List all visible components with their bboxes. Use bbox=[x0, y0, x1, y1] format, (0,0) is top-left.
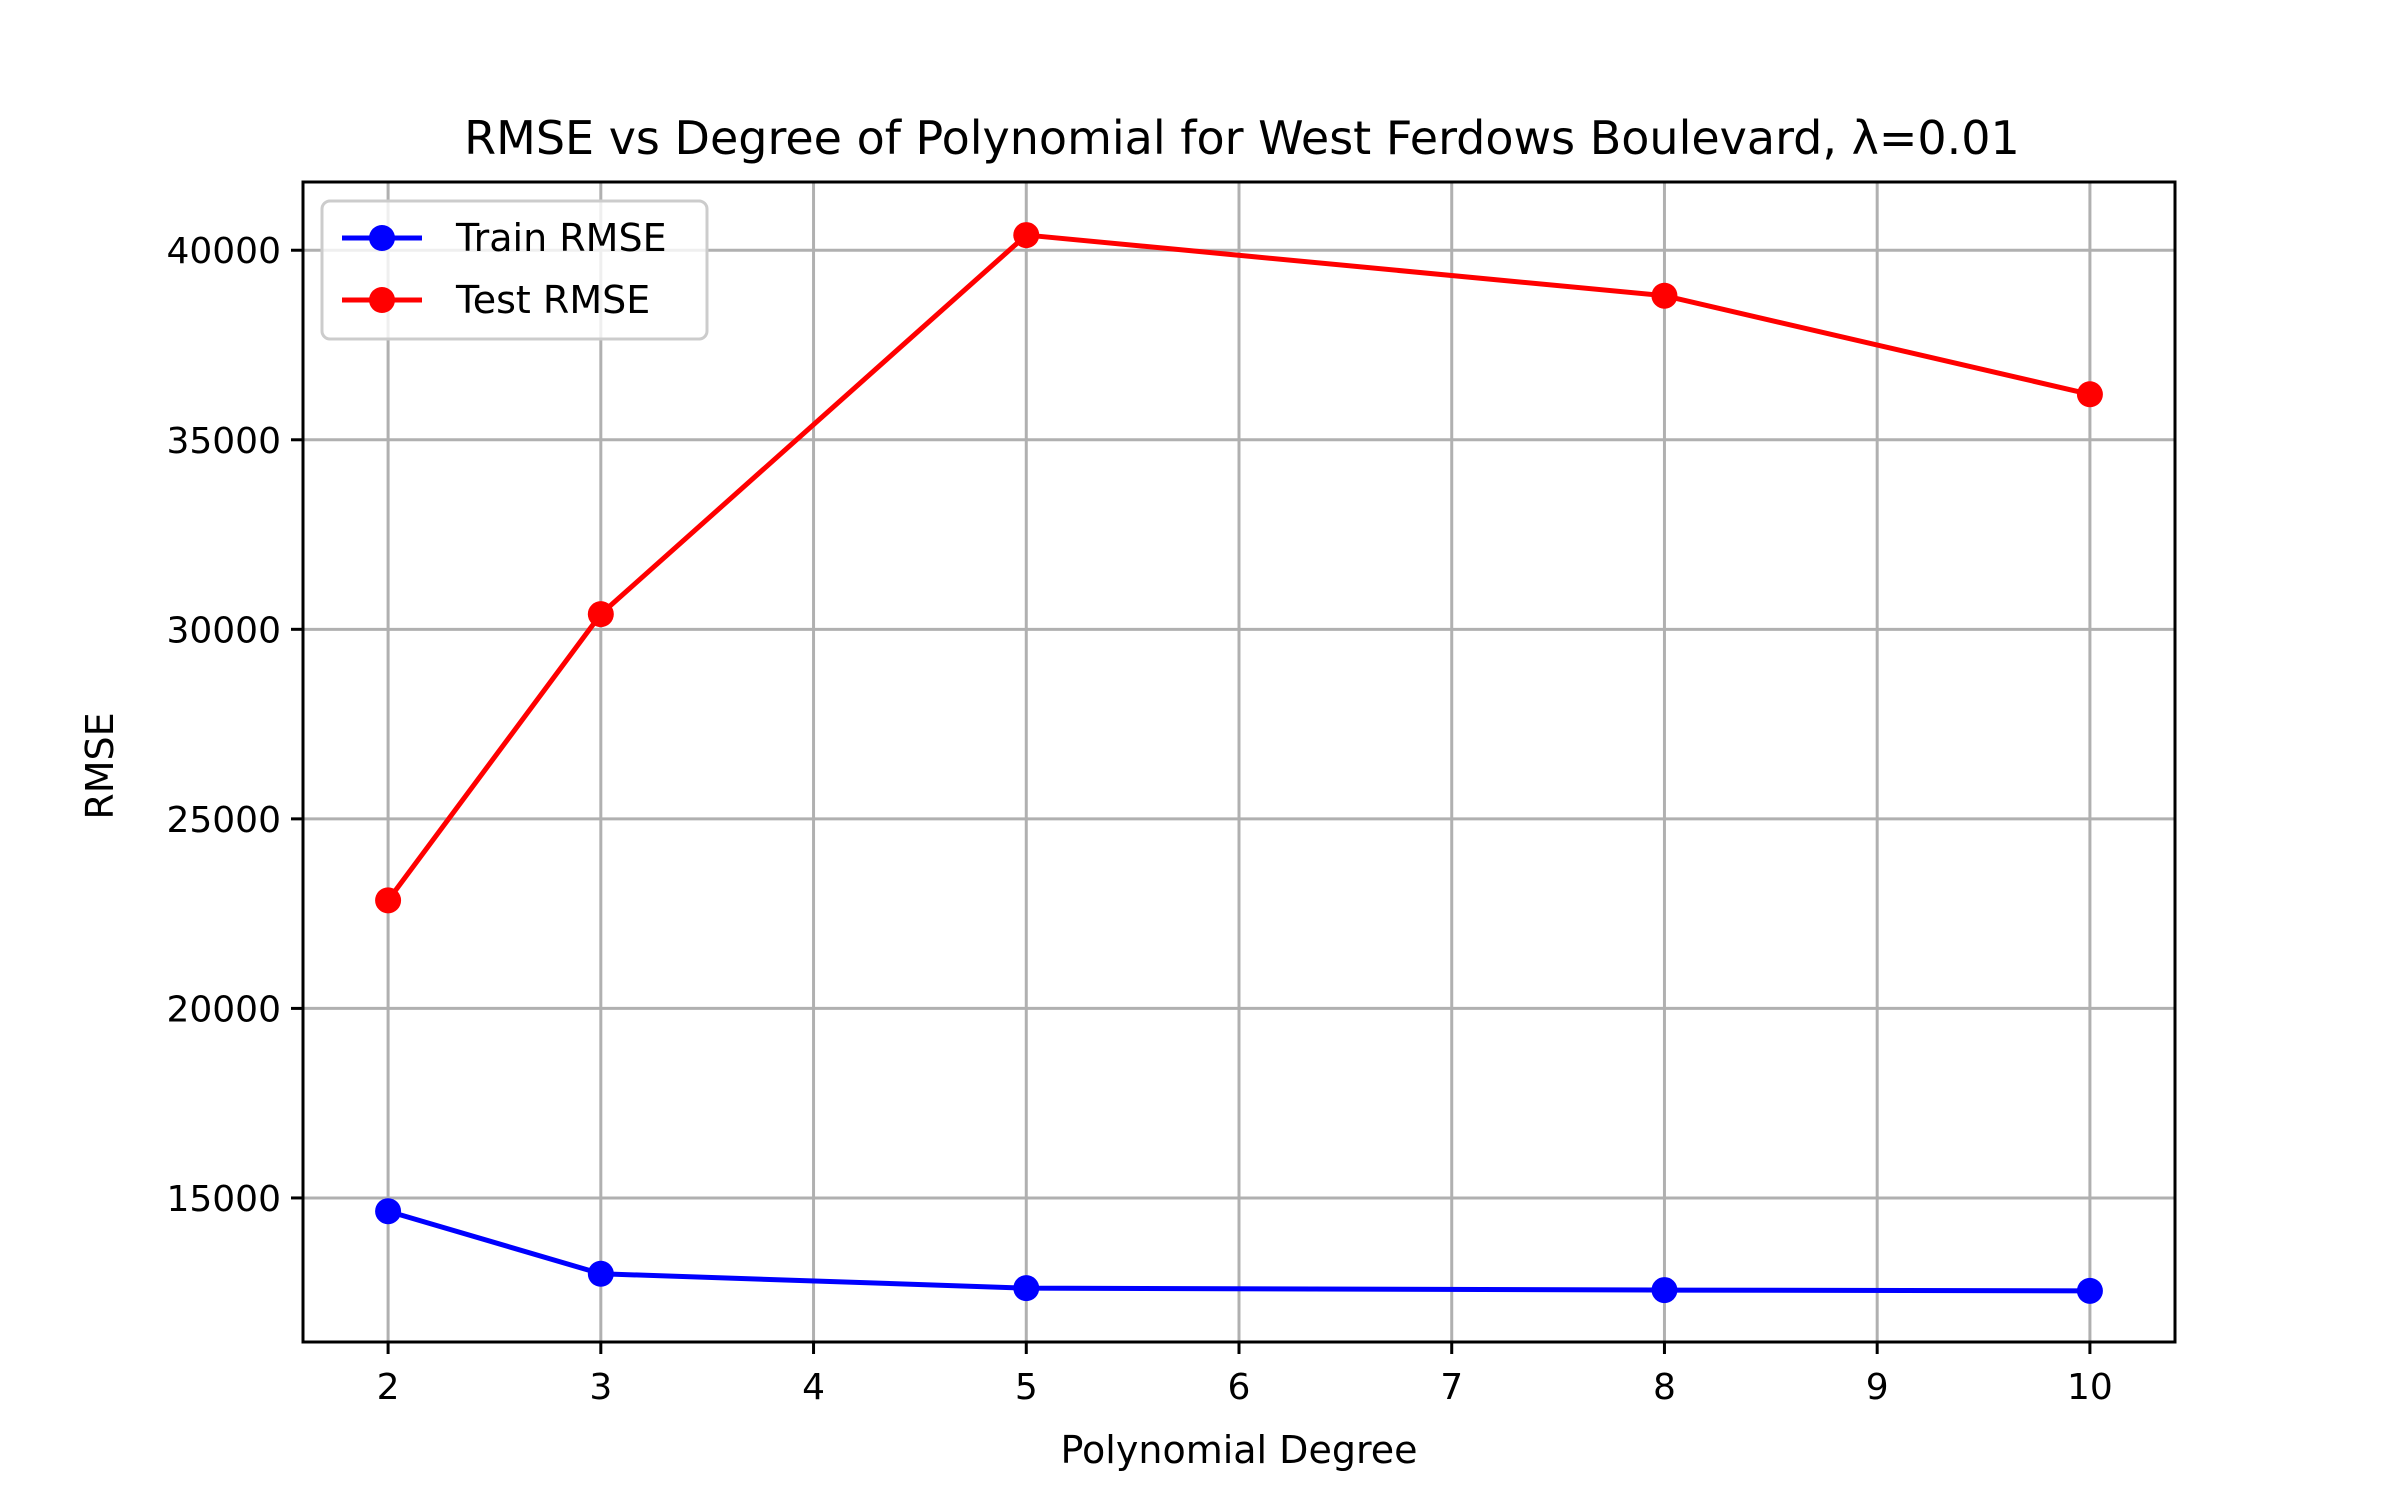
data-point bbox=[1651, 282, 1678, 309]
data-point bbox=[375, 1198, 402, 1225]
x-axis-ticks: 2 3 4 5 6 7 8 9 10 bbox=[377, 1342, 2113, 1408]
data-point bbox=[2076, 1277, 2103, 1304]
x-tick-label: 5 bbox=[1015, 1367, 1038, 1408]
data-point bbox=[1013, 1275, 1040, 1302]
legend-marker bbox=[369, 225, 395, 251]
chart-title: RMSE vs Degree of Polynomial for West Fe… bbox=[464, 111, 2020, 165]
data-point bbox=[1651, 1277, 1678, 1304]
x-axis-label: Polynomial Degree bbox=[1061, 1428, 1418, 1472]
x-tick-label: 10 bbox=[2067, 1367, 2113, 1408]
legend-label: Train RMSE bbox=[455, 216, 667, 260]
series-layer bbox=[375, 222, 2103, 1304]
legend-item: Test RMSE bbox=[342, 278, 650, 322]
series-train-rmse bbox=[375, 1198, 2103, 1304]
y-axis-label: RMSE bbox=[78, 712, 122, 819]
y-axis-ticks: 15000 20000 25000 30000 35000 40000 bbox=[166, 231, 303, 1220]
legend-marker bbox=[369, 287, 395, 313]
y-tick-label: 20000 bbox=[166, 989, 281, 1030]
data-point bbox=[375, 887, 402, 914]
legend: Train RMSE Test RMSE bbox=[320, 199, 709, 341]
series-test-rmse bbox=[375, 222, 2103, 914]
x-tick-label: 6 bbox=[1228, 1367, 1251, 1408]
y-tick-label: 35000 bbox=[166, 421, 281, 462]
y-tick-label: 25000 bbox=[166, 800, 281, 841]
data-point bbox=[587, 1260, 614, 1287]
data-point bbox=[587, 601, 614, 628]
x-tick-label: 8 bbox=[1653, 1367, 1676, 1408]
data-point bbox=[2076, 381, 2103, 408]
y-tick-label: 30000 bbox=[166, 610, 281, 651]
grid bbox=[303, 182, 2175, 1342]
legend-label: Test RMSE bbox=[455, 278, 650, 322]
x-tick-label: 2 bbox=[377, 1367, 400, 1408]
x-tick-label: 4 bbox=[802, 1367, 825, 1408]
data-point bbox=[1013, 222, 1040, 249]
y-tick-label: 15000 bbox=[166, 1179, 281, 1220]
legend-item: Train RMSE bbox=[342, 216, 667, 260]
x-tick-label: 3 bbox=[589, 1367, 612, 1408]
x-tick-label: 9 bbox=[1866, 1367, 1889, 1408]
x-tick-label: 7 bbox=[1440, 1367, 1463, 1408]
y-tick-label: 40000 bbox=[166, 231, 281, 272]
